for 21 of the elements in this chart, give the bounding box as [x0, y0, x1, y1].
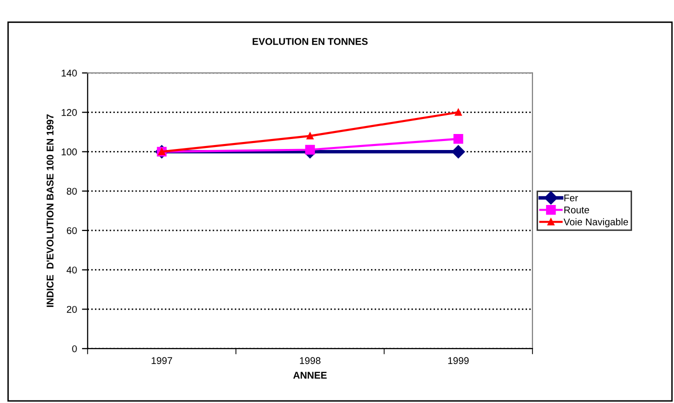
point [454, 108, 462, 116]
y-tick-label: 60 [66, 227, 77, 234]
y-tick-label: 120 [62, 109, 77, 116]
y-axis-title: INDICE D'EVOLUTION BASE 100 EN 1997 [46, 114, 54, 307]
legend-label: Fer [564, 194, 578, 202]
y-tick-label: 140 [62, 70, 77, 77]
x-tick-label: 1999 [448, 357, 469, 364]
y-tick-label: 40 [66, 266, 77, 274]
point [306, 132, 314, 140]
y-tick-label: 0 [72, 345, 77, 352]
x-axis-title: ANNEE [293, 372, 327, 379]
point [452, 145, 465, 158]
chart-title: EVOLUTION EN TONNES [252, 38, 368, 45]
x-tick-label: 1997 [152, 357, 172, 364]
y-tick-label: 20 [66, 306, 77, 313]
legend-label: Route [564, 206, 590, 214]
point [453, 134, 464, 144]
y-tick-label: 100 [62, 148, 77, 156]
y-tick-label: 80 [66, 188, 77, 195]
x-tick-label: 1998 [300, 357, 320, 364]
legend-label: Voie Navigable [564, 218, 628, 228]
